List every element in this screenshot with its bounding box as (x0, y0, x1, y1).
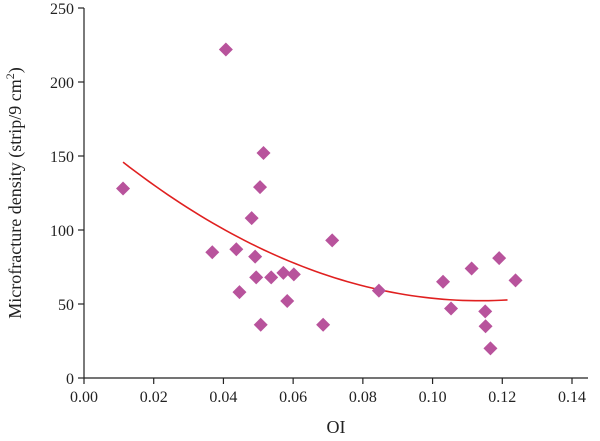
data-point (253, 180, 268, 195)
trend-line (122, 161, 508, 302)
data-point (256, 146, 271, 161)
data-point (464, 261, 479, 276)
data-point (249, 270, 264, 285)
y-ticks: 0 50 100 150 200 250 (50, 1, 84, 388)
y-axis-title-superscript: 2 (3, 73, 17, 79)
data-point (229, 242, 244, 257)
data-point (244, 211, 259, 226)
data-point (444, 301, 459, 316)
x-tick-label: 0.02 (140, 389, 168, 406)
y-axis-title-tail: ) (5, 67, 26, 73)
data-point (436, 274, 451, 289)
data-point (371, 283, 386, 298)
y-tick-label: 200 (50, 75, 74, 92)
y-axis-title: Microfracture density (strip/9 cm2) (3, 67, 26, 318)
data-point (248, 249, 263, 264)
data-point (492, 251, 507, 266)
y-tick-label: 150 (50, 149, 74, 166)
data-point (116, 181, 131, 196)
data-point (205, 245, 220, 260)
points-layer (116, 42, 523, 356)
data-point (478, 319, 493, 334)
data-point (232, 285, 247, 300)
data-point (218, 42, 233, 57)
y-tick-label: 250 (50, 1, 74, 18)
x-ticks: 0.00 0.02 0.04 0.06 0.08 0.10 0.12 0.14 (70, 378, 586, 406)
x-tick-label: 0.04 (209, 389, 237, 406)
x-tick-label: 0.14 (558, 389, 586, 406)
y-tick-label: 50 (58, 297, 74, 314)
y-axis-title-main: Microfracture density (strip/9 cm (5, 79, 26, 318)
axes (83, 8, 588, 379)
x-axis-title: OI (327, 417, 346, 437)
data-point (325, 233, 340, 248)
x-tick-label: 0.12 (488, 389, 516, 406)
x-tick-label: 0.00 (70, 389, 98, 406)
y-tick-label: 0 (66, 371, 74, 388)
data-point (286, 267, 301, 282)
data-point (276, 265, 291, 280)
data-point (264, 270, 279, 285)
data-point (316, 317, 331, 332)
x-tick-label: 0.08 (349, 389, 377, 406)
data-point (483, 341, 498, 356)
y-tick-label: 100 (50, 223, 74, 240)
trend-layer (122, 161, 508, 302)
data-point (253, 317, 268, 332)
x-tick-label: 0.10 (419, 389, 447, 406)
data-point (478, 304, 493, 319)
data-point (508, 273, 523, 288)
data-point (280, 294, 295, 309)
x-tick-label: 0.06 (279, 389, 307, 406)
